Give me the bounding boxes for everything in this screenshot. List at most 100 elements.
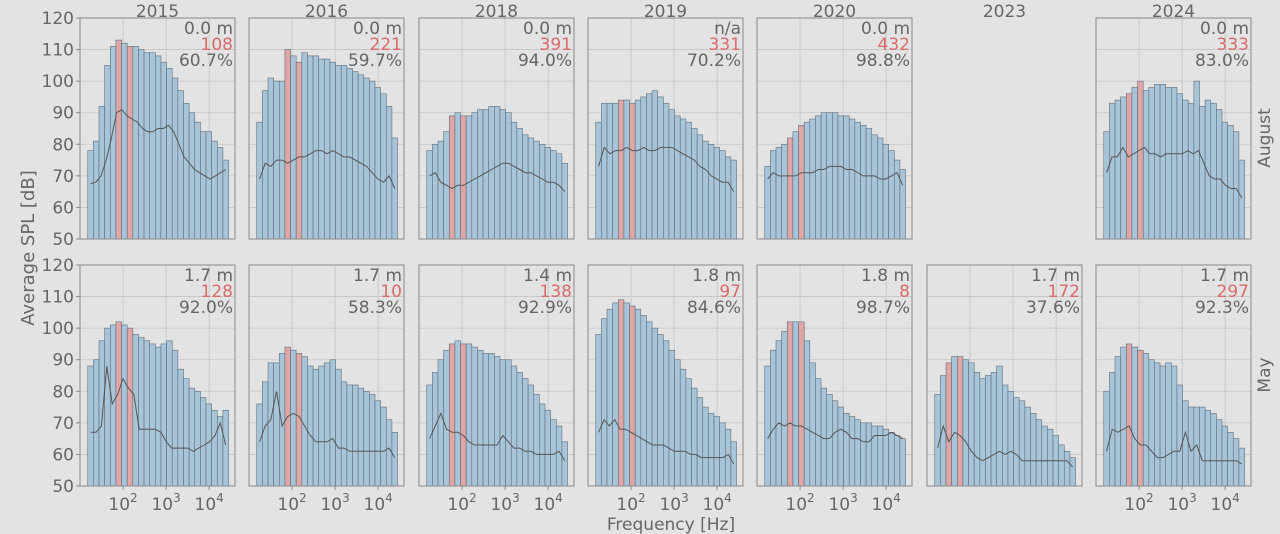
bar bbox=[437, 359, 444, 487]
bar bbox=[121, 42, 128, 240]
bar bbox=[132, 334, 139, 487]
bar bbox=[539, 403, 546, 487]
y-tick-label: 50 bbox=[52, 477, 74, 497]
bar bbox=[200, 131, 207, 240]
depth-label: 1.7 m bbox=[353, 266, 402, 286]
bar bbox=[1131, 346, 1138, 487]
bar bbox=[843, 413, 850, 487]
y-tick-label: 70 bbox=[52, 414, 74, 434]
y-tick-label: 110 bbox=[42, 288, 74, 308]
panel-frame bbox=[79, 17, 236, 240]
panel-frame bbox=[587, 17, 744, 240]
x-tick-label: 104 bbox=[703, 491, 732, 515]
bar bbox=[132, 46, 139, 240]
bar bbox=[685, 378, 692, 487]
bar bbox=[640, 96, 647, 240]
bar bbox=[477, 349, 484, 487]
bar bbox=[177, 368, 184, 487]
percent-label: 94.0% bbox=[518, 51, 572, 71]
bar bbox=[290, 55, 297, 240]
bar bbox=[786, 137, 794, 240]
bar bbox=[679, 118, 687, 240]
bar bbox=[719, 422, 726, 487]
bar bbox=[471, 346, 478, 487]
bar bbox=[155, 55, 162, 240]
bar bbox=[346, 384, 353, 487]
bar bbox=[646, 321, 653, 487]
bar bbox=[109, 46, 117, 240]
bar bbox=[719, 150, 726, 240]
percent-label: 98.7% bbox=[856, 298, 910, 318]
bar bbox=[674, 359, 681, 487]
y-tick-label: 100 bbox=[42, 319, 74, 339]
bar bbox=[1159, 84, 1166, 240]
bar bbox=[448, 343, 456, 487]
bar bbox=[155, 346, 162, 487]
bar bbox=[432, 372, 439, 487]
bar bbox=[166, 340, 173, 487]
bar bbox=[668, 109, 675, 240]
x-tick-label: 103 bbox=[490, 491, 519, 515]
percent-label: 84.6% bbox=[687, 298, 741, 318]
bar bbox=[149, 52, 156, 240]
y-tick-label: 80 bbox=[52, 382, 74, 402]
bar bbox=[115, 321, 122, 487]
count-label: 221 bbox=[370, 35, 402, 55]
bar bbox=[713, 147, 720, 240]
bar bbox=[1221, 121, 1228, 240]
x-tick-label: 104 bbox=[1211, 491, 1240, 515]
bar bbox=[792, 321, 799, 487]
bar bbox=[222, 409, 229, 487]
bar bbox=[527, 137, 535, 240]
y-tick-label: 60 bbox=[52, 198, 74, 218]
bar bbox=[713, 416, 720, 487]
bar bbox=[629, 305, 636, 487]
bar bbox=[262, 381, 269, 487]
bar bbox=[1159, 365, 1166, 487]
y-tick-label: 60 bbox=[52, 445, 74, 465]
bar bbox=[730, 159, 737, 240]
bar bbox=[848, 416, 856, 487]
bar bbox=[183, 102, 190, 240]
depth-label: 1.7 m bbox=[1031, 266, 1080, 286]
bar bbox=[126, 327, 134, 487]
bar bbox=[1165, 87, 1172, 240]
bar bbox=[256, 403, 263, 487]
bar bbox=[374, 400, 381, 487]
bar bbox=[93, 140, 100, 240]
bar bbox=[803, 340, 811, 487]
bar bbox=[115, 39, 122, 240]
bar bbox=[465, 115, 473, 240]
bar bbox=[606, 102, 613, 240]
percent-label: 83.0% bbox=[1195, 51, 1249, 71]
bar bbox=[668, 349, 675, 487]
bar bbox=[505, 359, 512, 487]
y-tick-label: 50 bbox=[52, 230, 74, 250]
bar bbox=[98, 340, 105, 487]
bar bbox=[595, 334, 602, 487]
bar bbox=[634, 99, 642, 240]
bar bbox=[329, 359, 336, 487]
bar bbox=[956, 356, 964, 487]
bar bbox=[820, 112, 827, 240]
bar bbox=[663, 102, 670, 240]
bar bbox=[522, 378, 529, 487]
bar bbox=[770, 150, 777, 240]
bar bbox=[126, 46, 134, 240]
x-tick-label: 104 bbox=[872, 491, 901, 515]
bar bbox=[1024, 406, 1031, 487]
panel-frame bbox=[587, 264, 744, 487]
panel-title: 2018 bbox=[475, 2, 518, 22]
bar bbox=[996, 365, 1003, 487]
y-tick-label: 90 bbox=[52, 104, 74, 124]
bar bbox=[437, 140, 444, 240]
depth-label: 1.8 m bbox=[692, 266, 741, 286]
series-line bbox=[259, 150, 396, 189]
count-label: 97 bbox=[719, 282, 741, 302]
bar bbox=[488, 106, 495, 240]
bar bbox=[826, 112, 833, 240]
x-tick-label: 104 bbox=[364, 491, 393, 515]
bar bbox=[488, 353, 495, 487]
